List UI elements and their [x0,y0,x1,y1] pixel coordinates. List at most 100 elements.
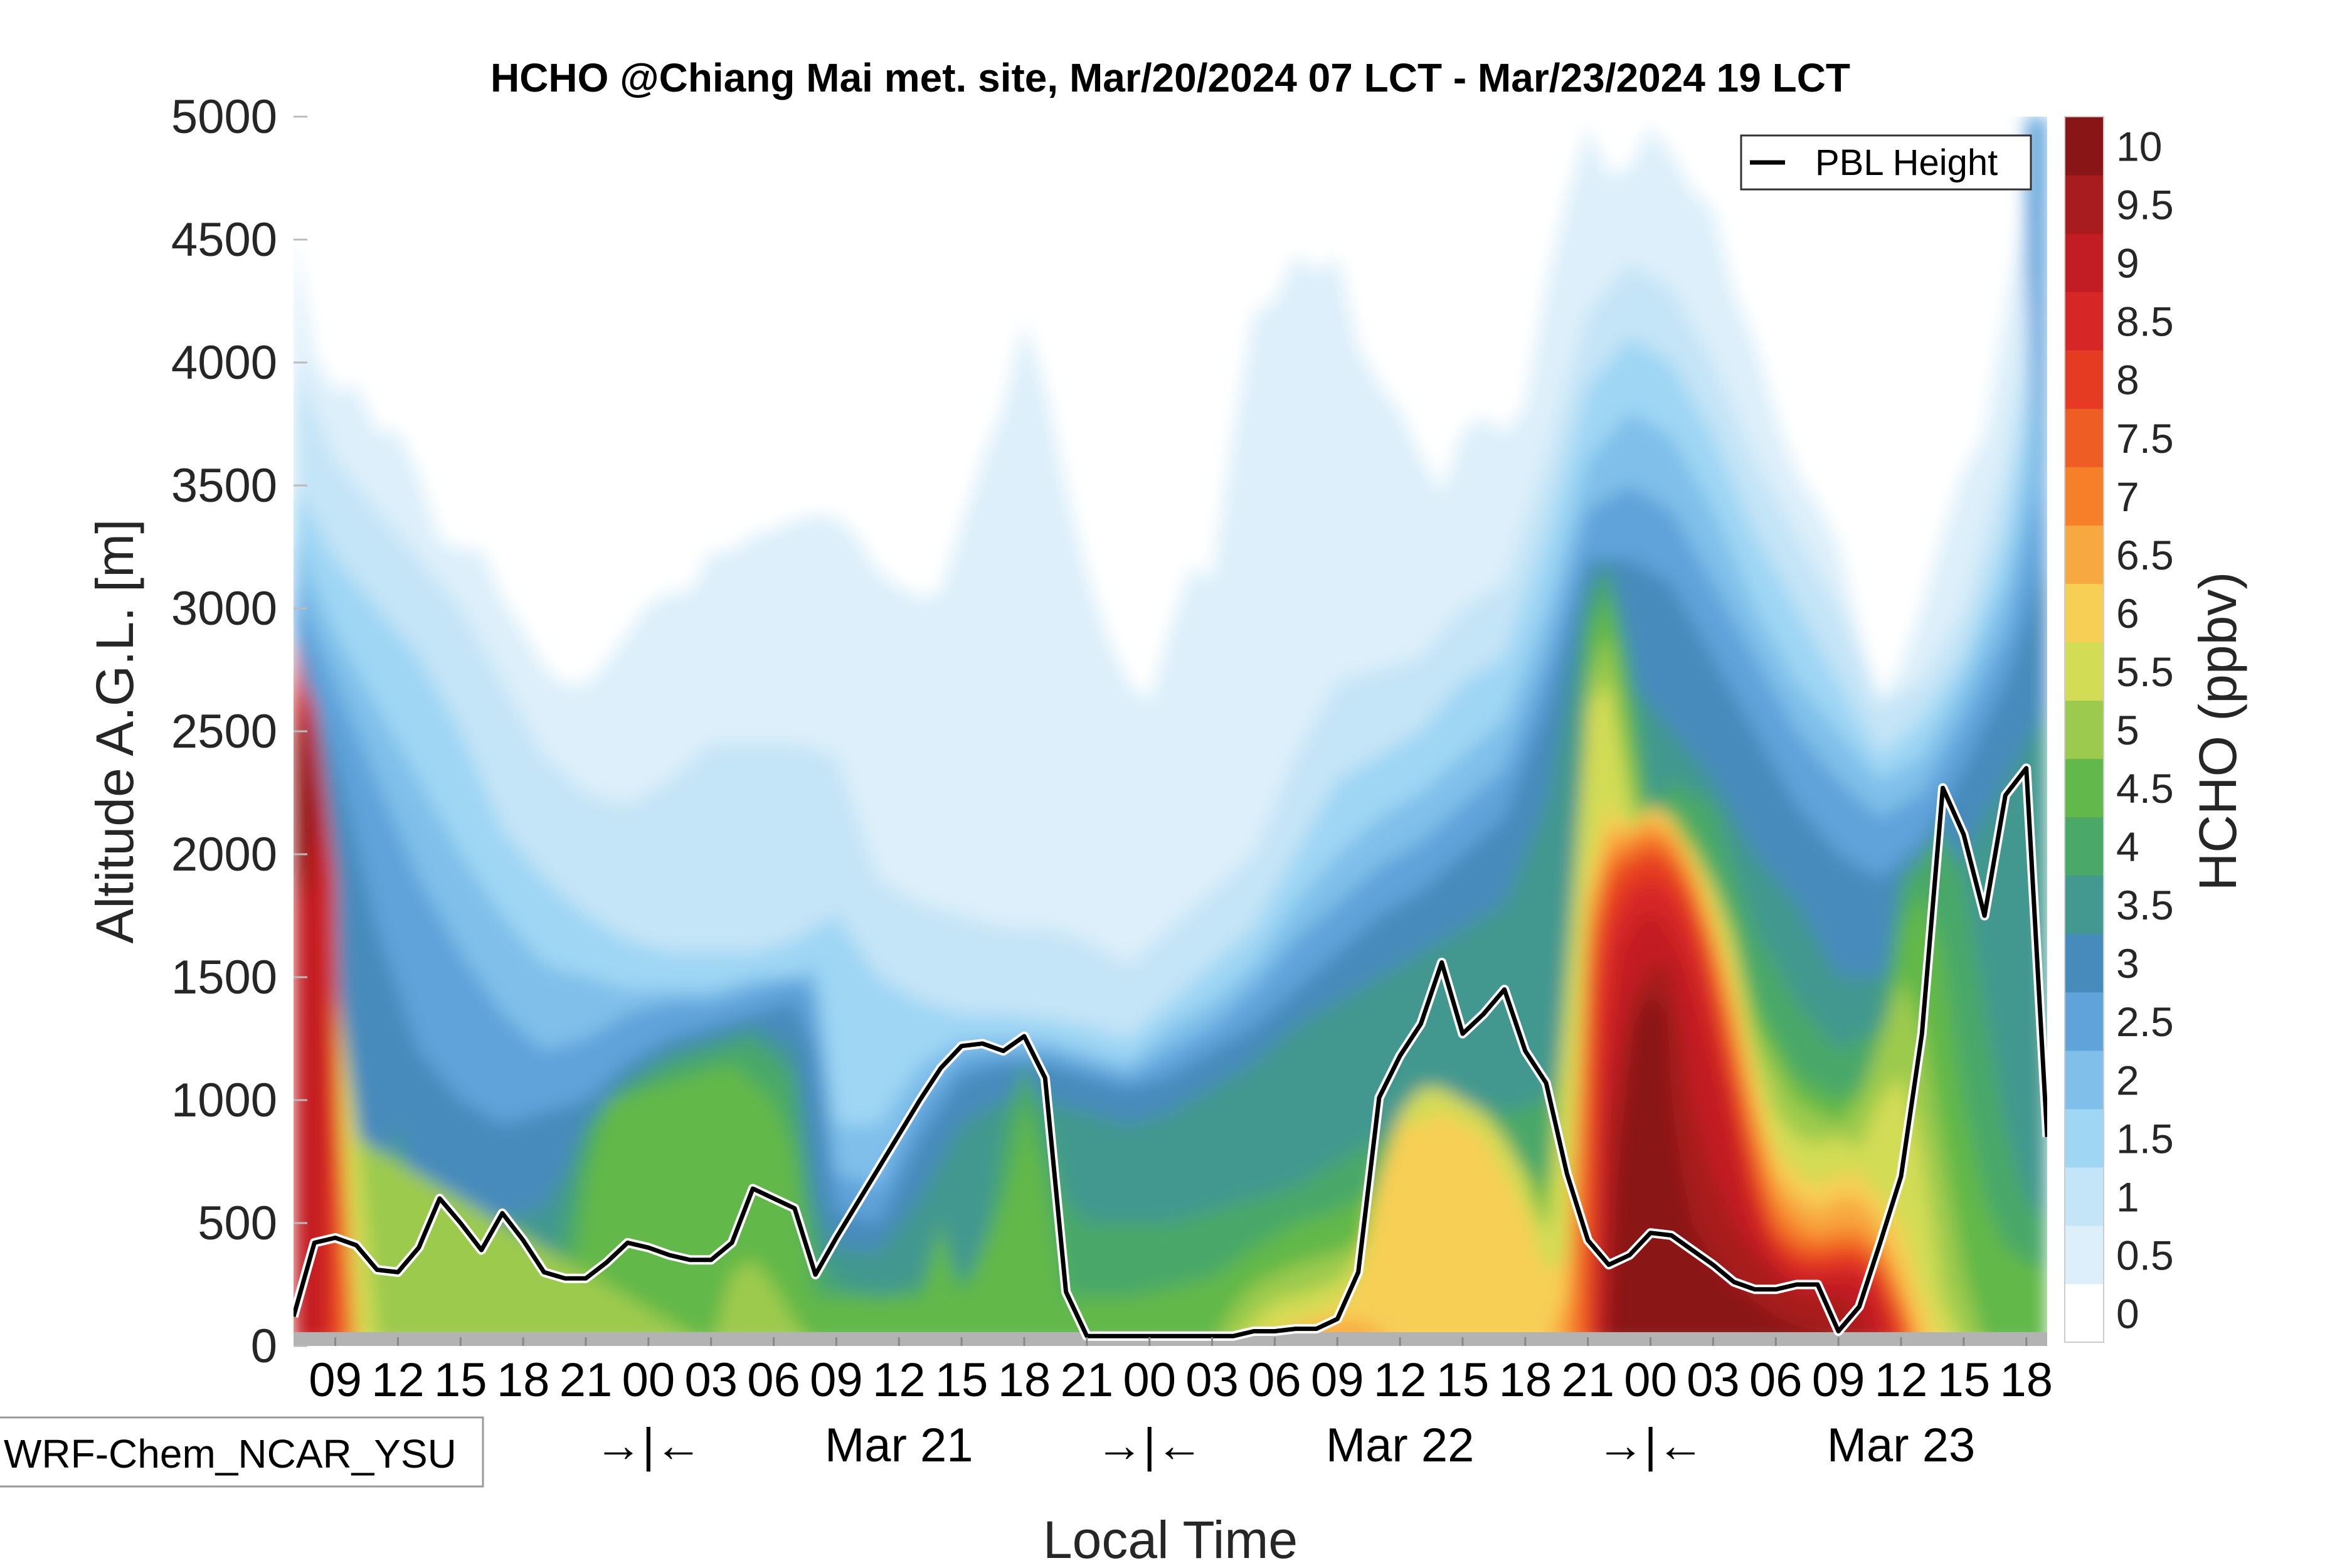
colorbar-tick-label: 1 [2116,1173,2139,1220]
colorbar-segment [2065,408,2104,467]
x-tick-label: 21 [1061,1353,1114,1407]
colorbar-segment [2065,700,2104,760]
colorbar-tick-label: 9.5 [2116,182,2174,228]
y-axis-label: Altitude A.G.L. [m] [85,519,144,944]
colorbar-segment [2065,1225,2104,1285]
y-tick-label: 500 [198,1197,277,1250]
x-tick-label: 18 [497,1353,550,1407]
colorbar-tick-label: 0.5 [2116,1232,2174,1278]
colorbar-tick-label: 7.5 [2116,415,2174,462]
model-label: WRF-Chem_NCAR_YSU [4,1431,457,1476]
colorbar-tick-label: 9 [2116,240,2139,287]
colorbar-tick-label: 8.5 [2116,299,2174,345]
y-tick-label: 0 [251,1320,277,1373]
colorbar-segment [2065,233,2104,292]
x-day-marker: →|← [595,1419,702,1472]
x-tick-label: 18 [2000,1353,2053,1407]
y-tick-label: 2500 [171,705,277,758]
colorbar-segment [2065,758,2104,818]
x-tick-label: 06 [1248,1353,1301,1407]
x-tick-label: 15 [434,1353,487,1407]
colorbar-segment [2065,1108,2104,1168]
colorbar-segment [2065,933,2104,993]
x-day-marker: Mar 23 [1827,1419,1976,1472]
colorbar-tick-label: 6 [2116,590,2139,637]
x-tick-label: 12 [371,1353,425,1407]
colorbar-segment [2065,525,2104,584]
y-tick-label: 3000 [171,582,277,635]
band-10-a [294,706,312,879]
colorbar-segment [2065,467,2104,526]
colorbar-label: HCHO (ppbv) [2188,572,2247,891]
colorbar-tick-label: 4.5 [2116,765,2174,812]
y-tick-label: 5000 [171,90,277,144]
colorbar-segment [2065,992,2104,1051]
x-day-marker: →|← [1597,1419,1705,1472]
y-tick-label: 2000 [171,828,277,881]
model-label-box: WRF-Chem_NCAR_YSU [0,1416,484,1488]
x-tick-label: 12 [1875,1353,1928,1407]
x-tick-label: 15 [1436,1353,1490,1407]
x-axis-label: Local Time [1043,1510,1298,1568]
x-tick-label: 21 [559,1353,613,1407]
x-tick-label: 03 [684,1353,738,1407]
x-axis: 09 12 15 18 21 00 03 06 09 12 15 18 21 00 03 06 09 12 15 18… [309,1337,2053,1407]
colorbar-tick-label: 4 [2116,824,2139,870]
x-tick-label: 09 [1311,1353,1364,1407]
y-tick-label: 4000 [171,336,277,389]
hcho-contour-field [294,117,2047,1346]
x-tick-label: 03 [1185,1353,1239,1407]
x-tick-label: 09 [309,1353,362,1407]
x-tick-label: 21 [1561,1353,1614,1407]
y-tick-label: 4500 [171,213,277,267]
colorbar-tick-label: 1.5 [2116,1115,2174,1162]
x-tick-label: 18 [998,1353,1051,1407]
legend: PBL Height [1740,134,2032,191]
x-tick-label: 12 [872,1353,926,1407]
chart-title: HCHO @Chiang Mai met. site, Mar/20/2024 … [490,55,1850,100]
band-10-b [1609,989,1849,1346]
x-tick-label: 00 [622,1353,675,1407]
colorbar-segment [2065,175,2104,234]
colorbar: 0 0.5 1 1.5 2 2.5 3 3.5 4 4.5 5 5.5 6 6.5 7 7.5 8 8.5 9 9.5… [2064,116,2174,1343]
colorbar-tick-label: 0 [2116,1290,2139,1337]
colorbar-segment [2065,642,2104,701]
colorbar-tick-label: 2.5 [2116,999,2174,1045]
x-tick-label: 06 [747,1353,800,1407]
x-tick-label: 12 [1374,1353,1427,1407]
colorbar-tick-label: 8 [2116,357,2139,403]
colorbar-segment [2065,292,2104,351]
colorbar-tick-label: 3.5 [2116,882,2174,928]
model-label-frame [0,1416,484,1488]
colorbar-tick-label: 6.5 [2116,532,2174,578]
colorbar-tick-label: 10 [2116,124,2162,170]
plot-area [294,117,2047,1346]
colorbar-frame [2064,116,2104,1343]
x-tick-label: 15 [935,1353,988,1407]
y-tick-label: 1000 [171,1074,277,1127]
colorbar-segment [2065,875,2104,935]
colorbar-segment [2065,583,2104,643]
colorbar-tick-label: 3 [2116,940,2139,987]
legend-label: PBL Height [1815,142,1998,183]
x-tick-label: 09 [1812,1353,1865,1407]
colorbar-tick-label: 7 [2116,474,2139,520]
colorbar-segment [2065,350,2104,409]
colorbar-segment [2065,817,2104,876]
contour-bands [294,117,2047,1346]
colorbar-segment [2065,1050,2104,1110]
colorbar-segment [2065,1167,2104,1226]
colorbar-tick-label: 5.5 [2116,649,2174,695]
legend-box [1740,134,2032,191]
colorbar-tick-label: 5 [2116,707,2139,753]
y-tick-label: 3500 [171,459,277,512]
x-day-marker: Mar 22 [1326,1419,1475,1472]
x-day-marker: →|← [1096,1419,1204,1472]
colorbar-segment [2065,117,2104,176]
x-tick-label: 00 [1624,1353,1677,1407]
x-tick-label: 15 [1937,1353,1991,1407]
y-tick-label: 1500 [171,951,277,1004]
y-axis: 0 500 1000 1500 2000 2500 3000 3500 4000 4500 5000 [171,90,307,1373]
x-tick-label: 06 [1749,1353,1803,1407]
